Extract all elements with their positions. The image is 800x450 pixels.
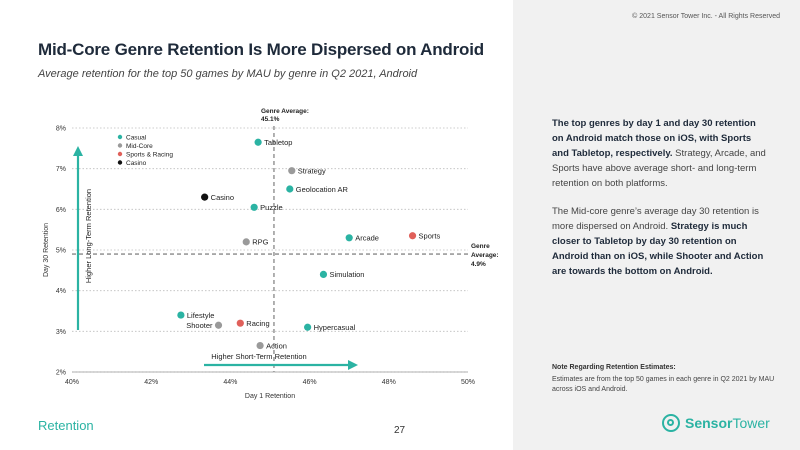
note-title: Note Regarding Retention Estimates:: [552, 364, 676, 371]
data-point: [288, 167, 296, 175]
sidebar-panel: [513, 0, 800, 450]
x-axis-title: Day 1 Retention: [245, 393, 295, 400]
data-point-label: Action: [266, 341, 287, 350]
legend-item: Mid-Core: [126, 143, 153, 150]
page-subtitle: Average retention for the top 50 games b…: [38, 68, 418, 80]
data-point: [286, 185, 294, 193]
insight-1-rest: Strategy, Arcade, and Sports have above …: [552, 148, 766, 189]
data-point: [254, 138, 262, 146]
legend-swatch: [117, 143, 123, 148]
logo-text-bold: Sensor: [685, 415, 733, 431]
legend-item: Casino: [126, 160, 147, 167]
data-point: [319, 270, 328, 278]
y-tick-label: 2%: [56, 370, 66, 377]
data-point: [214, 321, 223, 329]
insight-2-bold: Strategy is much closer to Tabletop by d…: [552, 221, 764, 277]
x-tick-label: 46%: [303, 379, 317, 386]
avg-y-label-line1: Genre: [471, 243, 490, 250]
note-body: Estimates are from the top 50 games in e…: [552, 376, 775, 393]
avg-y-label-line2: Average:: [471, 252, 499, 259]
copyright-text: © 2021 Sensor Tower Inc. - All Rights Re…: [632, 13, 780, 20]
data-point: [250, 203, 258, 211]
section-label: Retention: [38, 418, 94, 433]
sensor-tower-icon: [662, 414, 680, 432]
data-point-label: Shooter: [186, 321, 213, 330]
arrow-y-label: Higher Long-Term Retention: [84, 189, 93, 283]
insight-2-start: The Mid-core genre’s average day 30 rete…: [552, 206, 759, 232]
y-tick-label: 3%: [56, 329, 66, 336]
data-point: [236, 319, 244, 327]
data-point: [345, 234, 353, 242]
x-tick-label: 44%: [223, 379, 237, 386]
x-tick-label: 40%: [65, 379, 79, 386]
x-tick-label: 48%: [382, 379, 396, 386]
insight-paragraph-1: The top genres by day 1 and day 30 reten…: [552, 116, 770, 191]
data-point-label: Arcade: [355, 234, 379, 243]
main-panel: [0, 0, 513, 450]
avg-x-label-line1: Genre Average:: [261, 108, 309, 115]
arrow-y-head: [73, 146, 83, 156]
page-number: 27: [394, 425, 406, 436]
data-point: [408, 232, 417, 240]
data-point-label: Simulation: [329, 270, 364, 279]
data-point-label: Sports: [419, 232, 441, 241]
data-point-label: Geolocation AR: [296, 185, 349, 194]
y-tick-label: 6%: [56, 207, 66, 214]
data-point-label: RPG: [252, 238, 268, 247]
data-point-label: Puzzle: [260, 203, 283, 212]
scatter-chart: 2% 3% 4% 5% 6% 7% 8% 40% 42% 44% 46% 48% 50% Day 1 Re…: [43, 108, 499, 400]
avg-x-label-line2: 45.1%: [261, 116, 280, 123]
data-point: [177, 311, 185, 319]
data-point: [201, 193, 209, 201]
y-tick-label: 4%: [56, 288, 66, 295]
data-point-label: Racing: [246, 319, 269, 328]
data-point-label: Tabletop: [264, 138, 292, 147]
data-point: [256, 341, 264, 350]
data-point-label: Hypercasual: [314, 323, 356, 332]
data-point-label: Lifestyle: [187, 311, 215, 320]
arrow-x-label: Higher Short-Term Retention: [211, 352, 306, 361]
data-point: [242, 238, 250, 246]
legend-swatch: [117, 151, 123, 157]
y-tick-label: 7%: [56, 166, 66, 173]
avg-y-label-line3: 4.9%: [471, 261, 486, 268]
data-point-label: Casino: [211, 193, 234, 202]
data-point: [304, 323, 312, 331]
data-point-label: Strategy: [298, 167, 326, 176]
insight-1-bold: The top genres by day 1 and day 30 reten…: [552, 118, 756, 159]
sensor-tower-logo: Sensor Tower: [662, 414, 770, 432]
page-title: Mid-Core Genre Retention Is More Dispers…: [38, 40, 484, 59]
logo-text-regular: Tower: [732, 415, 770, 431]
y-tick-label: 5%: [56, 248, 66, 255]
x-tick-label: 42%: [144, 379, 158, 386]
legend-swatch: [117, 160, 123, 165]
x-tick-label: 50%: [461, 379, 475, 386]
insight-paragraph-2: The Mid-core genre’s average day 30 rete…: [552, 204, 770, 279]
y-tick-label: 8%: [56, 126, 66, 133]
y-axis-title: Day 30 Retention: [43, 223, 50, 277]
arrow-x-head: [348, 360, 358, 370]
legend-swatch: [117, 134, 123, 140]
legend-item: Sports & Racing: [126, 151, 173, 158]
legend-item: Casual: [126, 134, 147, 141]
